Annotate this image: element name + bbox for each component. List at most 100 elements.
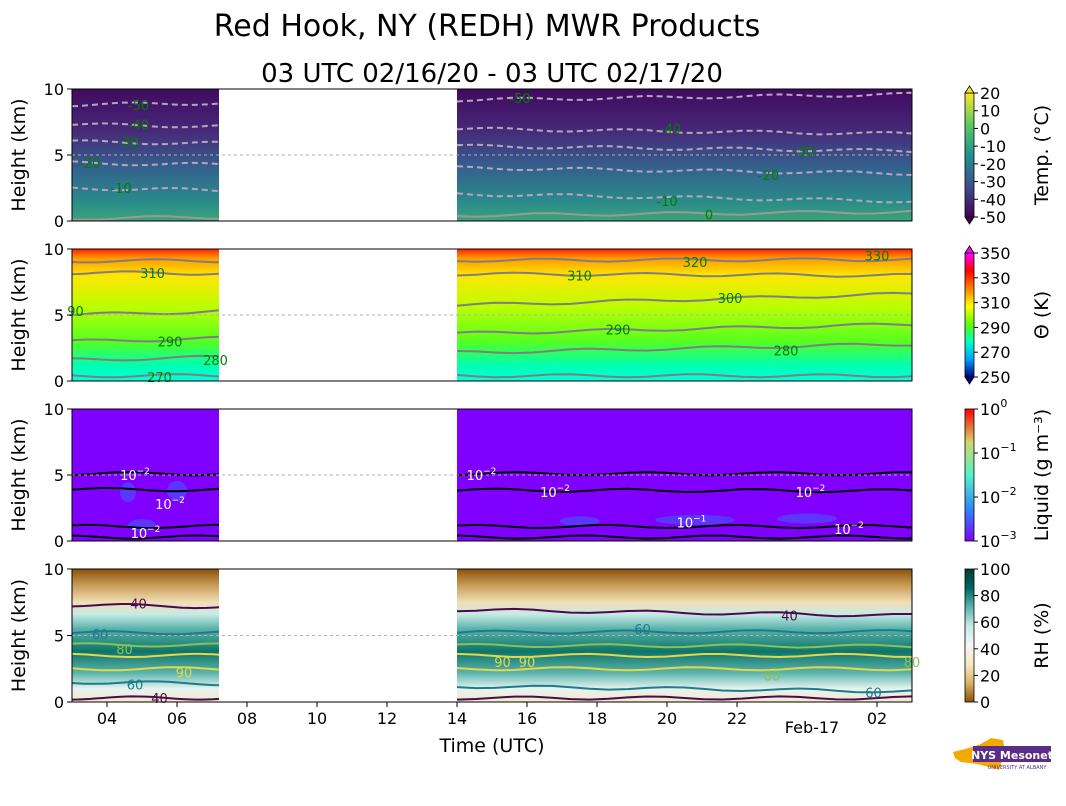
x-tick-label: 08 — [237, 709, 257, 728]
contour-label-base: 10 — [120, 469, 137, 484]
x-tick-label: 02 — [867, 709, 887, 728]
contour-line-4-2 — [456, 165, 913, 176]
contour-line-5-1 — [71, 186, 220, 193]
contour-label: 60 — [865, 687, 882, 702]
colorbar-tick-label: 100 — [980, 560, 1011, 579]
contour-label-exponent: −2 — [851, 521, 864, 531]
x-tick-label: 18 — [587, 709, 607, 728]
contour-label: 90 — [494, 656, 511, 671]
figure-subtitle: 03 UTC 02/16/20 - 03 UTC 02/17/20 — [261, 59, 723, 89]
contour-line-2-2 — [456, 291, 913, 307]
contour-label-base: 10 — [540, 486, 557, 501]
liquid-cloud-5 — [655, 514, 735, 525]
colorbar-tick-exponent: −1 — [1000, 441, 1016, 454]
colorbar-scale — [964, 92, 975, 218]
contour-label: 280 — [203, 354, 228, 369]
y-tick-label: 5 — [54, 466, 64, 485]
contour-label: 290 — [606, 324, 631, 339]
contour-line-4-1 — [71, 160, 220, 167]
contour-label: -10 — [656, 195, 677, 210]
logo-subtext: UNIVERSITY AT ALBANY — [988, 765, 1048, 771]
contour-line-2-1 — [71, 309, 220, 317]
colorbar-label: Liquid (g m⁻³) — [1031, 409, 1053, 541]
contour-label: 10−2 — [796, 484, 826, 501]
colorbar-tick-label: -20 — [980, 155, 1006, 174]
y-tick-label: 10 — [44, 80, 64, 99]
contour-line-3-1 — [71, 335, 220, 343]
contour-label: 280 — [774, 345, 799, 360]
contour-label-base: 10 — [131, 527, 148, 542]
liquid-cloud-6 — [777, 513, 837, 524]
contour-label: 10−2 — [834, 521, 864, 538]
liquid-cloud-4 — [559, 516, 600, 527]
contour-line-3-1 — [71, 642, 219, 648]
contour-label: 60 — [127, 679, 144, 694]
colorbar-tick-exponent: −3 — [1000, 529, 1016, 542]
contour-label: 270 — [147, 371, 172, 386]
colorbar-tick-label: 10−2 — [980, 485, 1017, 507]
colorbar-tick-exponent: −2 — [1000, 485, 1016, 498]
colorbar-tick-base: 10 — [980, 444, 1000, 463]
contour-label: -30 — [117, 136, 138, 151]
contour-line-1-2 — [456, 607, 912, 618]
colorbar-scale — [964, 568, 975, 703]
contour-label: 310 — [567, 269, 592, 284]
y-tick-label: 5 — [54, 306, 64, 325]
contour-label: 330 — [865, 250, 890, 265]
contour-line-4-2 — [456, 534, 913, 540]
contour-label: 60 — [92, 628, 109, 643]
colorbar-extend-min — [964, 216, 975, 225]
x-axis: 04 06 08 10 12 14 16 18 20 22 02 — [97, 702, 887, 728]
x-tick-label: 22 — [727, 709, 747, 728]
contour-label: -40 — [660, 123, 681, 138]
contour-line-3-2 — [456, 322, 913, 335]
contour-label: 310 — [140, 267, 165, 282]
contour-label-exponent: −2 — [812, 484, 825, 494]
contour-line-3-1 — [71, 523, 219, 530]
contour-label: 10−2 — [120, 467, 150, 484]
contour-line-1-1 — [71, 101, 220, 108]
colorbar-tick-label: 350 — [980, 244, 1011, 263]
y-tick-label: 10 — [44, 400, 64, 419]
colorbar-tick-label: 290 — [980, 318, 1011, 337]
colorbar-scale — [964, 408, 975, 542]
y-tick-label: 5 — [54, 627, 64, 646]
colorbar-tick-label: -40 — [980, 190, 1006, 209]
colorbar-tick-label: 10−1 — [980, 441, 1017, 463]
contour-line-7-2 — [456, 695, 913, 701]
x-tick-label: 06 — [167, 709, 187, 728]
contour-label-base: 10 — [834, 523, 851, 538]
colorbar-tick-label: 0 — [980, 119, 990, 138]
contour-label: 40 — [130, 598, 147, 613]
x-tick-label: 04 — [97, 709, 117, 728]
y-tick-label: 10 — [44, 560, 64, 579]
colorbar-tick-label: 80 — [980, 587, 1000, 606]
x-tick-label: 20 — [657, 709, 677, 728]
contour-line-1-1 — [71, 270, 220, 276]
colorbar-tick-label: 60 — [980, 613, 1000, 632]
colorbar-tick-label: 250 — [980, 368, 1011, 387]
contour-line-2-1 — [71, 122, 220, 129]
contour-line-4-2 — [456, 342, 912, 355]
contour-line-5-2 — [456, 192, 913, 204]
contour-label: 320 — [683, 256, 708, 271]
contour-label-base: 10 — [155, 498, 172, 513]
contour-line-2-1 — [71, 487, 220, 493]
nys-mesonet-logo: NYS Mesonet UNIVERSITY AT ALBANY — [953, 738, 1053, 771]
contour-line-6-2 — [456, 684, 913, 694]
contour-line-3-1 — [71, 139, 219, 146]
y-axis-label: Height (km) — [8, 98, 30, 211]
colorbar-extend-min — [964, 376, 975, 385]
colorbar-extend-max — [964, 85, 975, 94]
panel-relative_humidity: 40 60 80 90 60 40 60 40 90 90 80 60 80 0 5 10 Height (km… — [8, 560, 1053, 712]
contour-line-6-1 — [71, 258, 219, 264]
contour-label: 10−2 — [540, 484, 570, 501]
contour-line-1-1 — [71, 603, 220, 610]
colorbar-extend-max — [964, 245, 975, 254]
y-tick-label: 0 — [54, 532, 64, 551]
contour-label-exponent: −2 — [172, 496, 185, 506]
colorbar-tick-base: 10 — [980, 400, 1000, 419]
contour-label: -40 — [128, 119, 149, 134]
